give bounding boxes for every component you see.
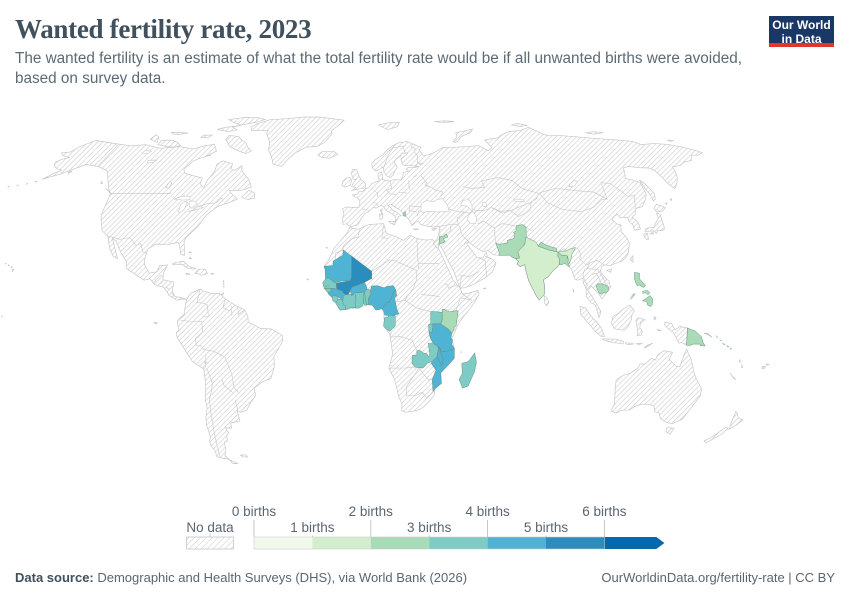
svg-text:1 births: 1 births [290, 520, 335, 535]
svg-text:6 births: 6 births [582, 504, 627, 519]
svg-text:3 births: 3 births [407, 520, 452, 535]
svg-text:5 births: 5 births [524, 520, 569, 535]
svg-text:4 births: 4 births [465, 504, 510, 519]
svg-text:2 births: 2 births [349, 504, 394, 519]
svg-text:0 births: 0 births [232, 504, 277, 519]
svg-text:No data: No data [186, 520, 234, 535]
